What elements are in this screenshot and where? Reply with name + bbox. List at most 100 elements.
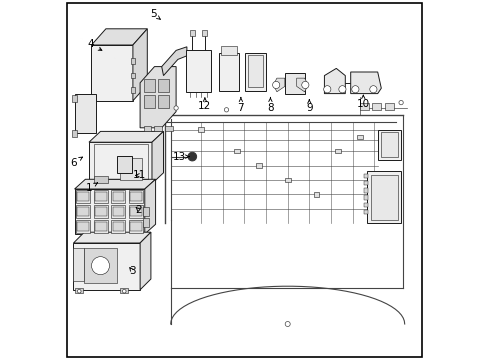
Bar	[359, 103, 368, 110]
Bar	[112, 192, 124, 202]
Polygon shape	[75, 179, 155, 189]
Circle shape	[77, 289, 81, 293]
Bar	[356, 135, 362, 139]
Text: 12: 12	[198, 98, 211, 111]
Circle shape	[398, 100, 403, 105]
Bar	[111, 220, 125, 233]
Circle shape	[122, 289, 126, 293]
Bar	[131, 58, 135, 64]
Bar	[154, 126, 162, 131]
Bar	[335, 149, 340, 153]
Bar	[247, 55, 263, 87]
Polygon shape	[273, 78, 284, 92]
Bar	[363, 188, 367, 193]
Bar	[244, 53, 265, 91]
Bar	[94, 220, 108, 233]
Circle shape	[174, 106, 178, 110]
Bar	[130, 207, 142, 216]
Text: 9: 9	[305, 100, 312, 113]
Bar	[158, 95, 168, 108]
Text: 13: 13	[173, 152, 189, 162]
Bar	[130, 192, 142, 202]
Bar	[76, 190, 90, 203]
Circle shape	[91, 257, 109, 275]
Polygon shape	[73, 232, 151, 243]
Circle shape	[323, 86, 330, 93]
Bar	[112, 207, 124, 216]
Bar	[363, 195, 367, 200]
Bar	[76, 220, 90, 233]
Polygon shape	[140, 232, 151, 290]
Bar	[186, 50, 211, 92]
Bar	[380, 132, 397, 157]
Bar	[143, 79, 154, 92]
Bar	[313, 192, 319, 197]
Bar	[75, 189, 144, 234]
Bar	[377, 130, 400, 160]
Bar	[95, 192, 106, 202]
Circle shape	[187, 152, 196, 161]
Bar	[363, 181, 367, 185]
Bar	[117, 156, 132, 173]
Bar	[142, 207, 149, 216]
Bar	[72, 95, 77, 102]
Text: 3: 3	[129, 266, 135, 276]
Bar	[77, 192, 89, 202]
Bar	[111, 190, 125, 203]
Bar	[95, 221, 106, 231]
Polygon shape	[324, 68, 345, 94]
Polygon shape	[91, 29, 147, 45]
Polygon shape	[152, 131, 163, 184]
Bar	[218, 53, 239, 91]
Bar	[143, 95, 154, 108]
Polygon shape	[296, 78, 307, 92]
Bar	[76, 206, 90, 217]
Text: 5: 5	[150, 9, 160, 19]
Bar	[234, 149, 240, 153]
Bar	[129, 220, 142, 233]
Bar	[73, 243, 140, 290]
Circle shape	[301, 81, 308, 89]
Bar	[75, 288, 83, 293]
Bar	[284, 178, 290, 182]
Polygon shape	[144, 179, 155, 234]
Bar	[94, 144, 148, 179]
Bar	[363, 203, 367, 207]
Bar	[130, 221, 142, 231]
Bar	[366, 171, 400, 223]
Text: 10: 10	[356, 95, 369, 109]
Polygon shape	[350, 72, 381, 94]
Bar	[189, 30, 194, 36]
Bar	[363, 210, 367, 214]
Bar	[75, 94, 96, 133]
Bar	[95, 207, 106, 216]
Text: 8: 8	[266, 98, 273, 113]
Bar	[198, 127, 204, 132]
Circle shape	[369, 86, 376, 93]
Bar	[221, 46, 237, 55]
Text: 4: 4	[87, 39, 102, 50]
Bar	[91, 45, 133, 101]
Bar	[94, 176, 108, 183]
Polygon shape	[89, 131, 163, 142]
Polygon shape	[140, 67, 176, 128]
Bar	[77, 221, 89, 231]
Text: 11: 11	[132, 170, 146, 180]
Text: 6: 6	[70, 157, 82, 168]
Polygon shape	[162, 47, 186, 76]
Bar	[165, 126, 172, 131]
Bar	[370, 175, 397, 220]
Circle shape	[272, 81, 279, 89]
Bar	[131, 73, 135, 78]
Bar	[363, 174, 367, 178]
Bar	[120, 288, 128, 293]
Bar	[142, 218, 149, 227]
Bar	[111, 206, 125, 217]
Bar	[371, 103, 381, 110]
Bar	[77, 207, 89, 216]
Bar	[73, 248, 83, 281]
Bar	[112, 221, 124, 231]
Bar	[84, 248, 117, 283]
Bar	[158, 79, 168, 92]
Bar	[384, 103, 393, 110]
